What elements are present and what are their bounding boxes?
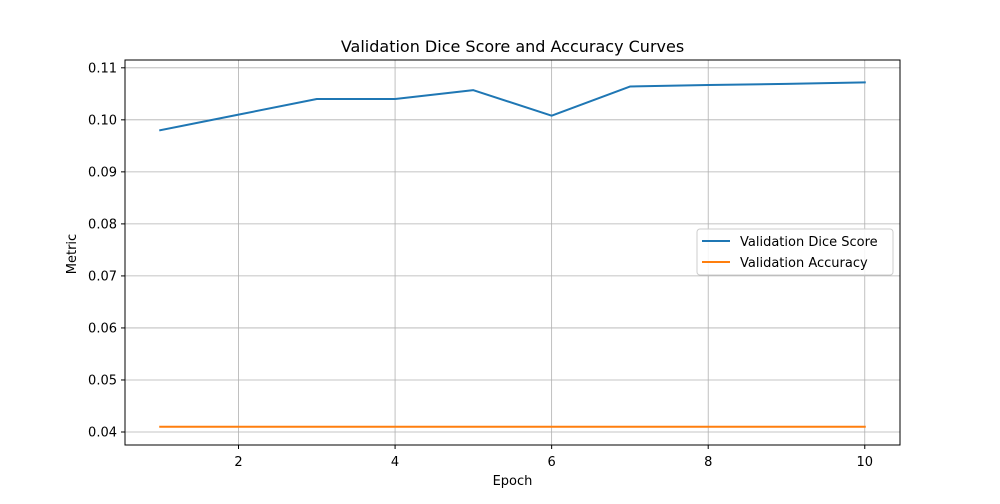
- legend-label-dice: Validation Dice Score: [740, 235, 878, 250]
- y-axis-label: Metric: [65, 234, 80, 274]
- y-tick-label: 0.11: [88, 61, 117, 76]
- x-tick-label: 10: [856, 455, 873, 470]
- x-tick-label: 8: [704, 455, 712, 470]
- y-tick-label: 0.08: [88, 217, 117, 232]
- chart-title: Validation Dice Score and Accuracy Curve…: [341, 37, 684, 56]
- y-tick-label: 0.09: [88, 165, 117, 180]
- y-tick-label: 0.10: [88, 113, 117, 128]
- x-axis-label: Epoch: [493, 474, 533, 489]
- y-tick-label: 0.05: [88, 373, 117, 388]
- y-tick-label: 0.07: [88, 269, 117, 284]
- x-tick-label: 2: [234, 455, 242, 470]
- x-tick-label: 6: [548, 455, 556, 470]
- y-tick-label: 0.06: [88, 321, 117, 336]
- x-tick-label: 4: [391, 455, 399, 470]
- legend-label-accuracy: Validation Accuracy: [740, 256, 868, 271]
- y-tick-label: 0.04: [88, 425, 117, 440]
- legend: Validation Dice Score Validation Accurac…: [697, 229, 893, 275]
